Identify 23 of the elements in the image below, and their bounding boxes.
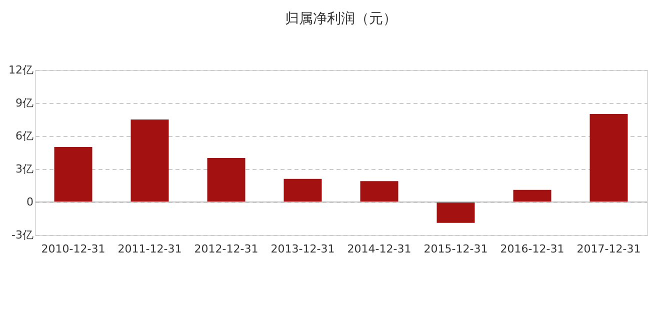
x-tick-label: 2015-12-31: [424, 242, 488, 256]
bar: [360, 181, 398, 202]
y-tick-label: 9亿: [16, 96, 34, 110]
bar: [590, 114, 628, 202]
x-tick-label: 2017-12-31: [576, 242, 641, 256]
x-tick-label: 2016-12-31: [500, 242, 564, 256]
y-tick-label: 0: [26, 196, 34, 208]
x-tick-label: 2011-12-31: [118, 242, 182, 256]
bar: [513, 190, 552, 202]
bar: [207, 158, 246, 202]
y-tick-label: 12亿: [8, 64, 34, 76]
bar: [54, 147, 92, 202]
y-tick-label: 6亿: [16, 130, 34, 142]
x-tick-label: 2010-12-31: [41, 242, 106, 256]
chart-title: 归属净利润（元）: [285, 11, 397, 27]
y-tick-label: -3亿: [12, 228, 34, 242]
x-tick-label: 2012-12-31: [194, 242, 258, 256]
bar: [130, 120, 169, 202]
x-tick-label: 2013-12-31: [270, 242, 335, 256]
x-tick-label: 2014-12-31: [347, 242, 412, 256]
y-tick-label: 3亿: [16, 162, 34, 176]
bar: [436, 202, 475, 223]
bar: [284, 178, 322, 202]
